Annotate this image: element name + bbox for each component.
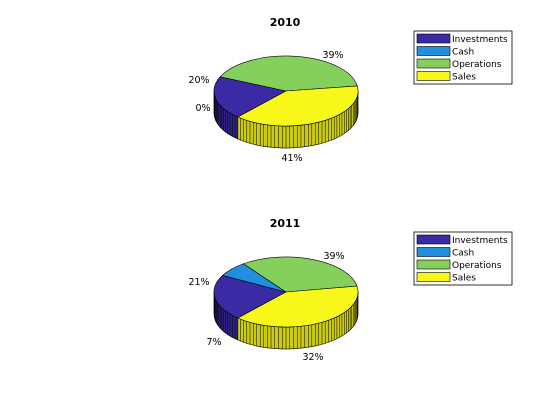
- legend-entry-investments: Investments: [416, 234, 508, 246]
- legend-label-cash: Cash: [452, 48, 474, 58]
- pie-slice-investments: [213, 275, 287, 319]
- pie-label-cash: 0%: [195, 103, 210, 114]
- pie-slice-operations: [219, 55, 358, 92]
- pie-label-sales: 39%: [322, 50, 343, 61]
- chart-title: 2011: [270, 217, 301, 230]
- legend-entry-operations: Operations: [416, 58, 502, 70]
- legend-label-cash: Cash: [452, 249, 474, 259]
- legend-swatch-sales: [416, 71, 451, 81]
- legend-entry-operations: Operations: [416, 259, 502, 271]
- legend-entry-sales: Sales: [416, 272, 476, 284]
- pie-slice-operations: [242, 256, 358, 293]
- legend-label-sales: Sales: [452, 73, 476, 83]
- legend-entry-investments: Investments: [416, 33, 508, 45]
- pie-label-sales: 39%: [323, 251, 344, 262]
- legend-swatch-operations: [416, 58, 451, 69]
- legend-label-investments: Investments: [452, 236, 508, 246]
- pie-labels: 21% 7% 32% 39%: [188, 251, 344, 363]
- legend-swatch-investments: [416, 234, 451, 245]
- chart-title: 2010: [270, 16, 301, 29]
- pie-label-investments: 20%: [188, 75, 209, 86]
- legend-label-sales: Sales: [452, 274, 476, 284]
- pie-slice-investments: [213, 76, 287, 118]
- pie-label-operations: 41%: [281, 153, 302, 164]
- legend-swatch-cash: [416, 247, 451, 257]
- pie-label-operations: 32%: [302, 352, 323, 363]
- pie-slice-sales: [237, 85, 359, 127]
- pie-sides: [213, 291, 359, 350]
- pie-chart-2010: 2010 20% 0% 41% 39% Investments Cash Operat…: [188, 16, 513, 164]
- legend-swatch-sales: [416, 272, 451, 282]
- legend-label-investments: Investments: [452, 35, 508, 45]
- legend-swatch-operations: [416, 259, 451, 270]
- pie-tops: [213, 55, 359, 127]
- pie-tops: [213, 256, 359, 328]
- pie-side-sales: [237, 291, 359, 350]
- legend-label-operations: Operations: [452, 261, 502, 271]
- legend-entry-cash: Cash: [416, 46, 474, 58]
- pie-slice-sales: [237, 285, 359, 328]
- pie-label-investments: 21%: [188, 277, 209, 288]
- legend: Investments Cash Operations Sales: [413, 30, 513, 85]
- legend-swatch-investments: [416, 33, 451, 44]
- legend: Investments Cash Operations Sales: [413, 231, 513, 286]
- legend-swatch-cash: [416, 46, 451, 56]
- pie-labels: 20% 0% 41% 39%: [188, 50, 343, 164]
- pie-side-investments: [213, 90, 239, 140]
- legend-entry-sales: Sales: [416, 71, 476, 83]
- legend-entry-cash: Cash: [416, 247, 474, 259]
- pie-chart-2011: 2011 21% 7% 32% 39% Investments Cash Operat…: [188, 217, 513, 363]
- pie-label-cash: 7%: [206, 337, 221, 348]
- legend-label-operations: Operations: [452, 60, 502, 70]
